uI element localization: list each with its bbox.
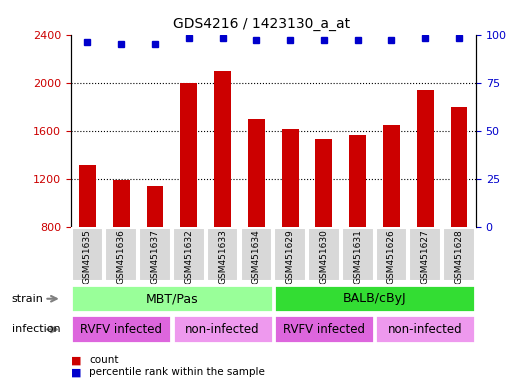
Bar	[72, 228, 104, 281]
Text: non-infected: non-infected	[185, 323, 260, 336]
Bar	[274, 285, 475, 313]
Text: GSM451631: GSM451631	[353, 229, 362, 284]
Text: BALB/cByJ: BALB/cByJ	[343, 292, 406, 305]
Bar	[376, 228, 407, 281]
Text: GSM451636: GSM451636	[117, 229, 126, 284]
Bar	[173, 228, 204, 281]
Text: GSM451633: GSM451633	[218, 229, 227, 284]
Bar	[443, 228, 475, 281]
Bar	[383, 124, 400, 227]
Text: strain: strain	[12, 294, 43, 304]
Text: GSM451627: GSM451627	[421, 229, 430, 283]
Text: percentile rank within the sample: percentile rank within the sample	[89, 367, 265, 377]
Bar	[248, 119, 265, 227]
Text: GSM451637: GSM451637	[151, 229, 160, 284]
Bar	[79, 166, 96, 227]
Text: ■: ■	[71, 355, 81, 365]
Bar	[207, 228, 238, 281]
Text: GSM451629: GSM451629	[286, 229, 294, 283]
Bar	[113, 180, 130, 227]
Bar	[106, 228, 137, 281]
Bar	[214, 71, 231, 227]
Text: GSM451626: GSM451626	[387, 229, 396, 283]
Bar	[410, 228, 441, 281]
Text: count: count	[89, 355, 118, 365]
Text: ■: ■	[71, 367, 81, 377]
Bar	[376, 316, 475, 343]
Bar	[180, 83, 197, 227]
Bar	[274, 316, 374, 343]
Text: RVFV infected: RVFV infected	[283, 323, 365, 336]
Text: infection: infection	[12, 324, 60, 334]
Text: GSM451635: GSM451635	[83, 229, 92, 284]
Bar	[274, 228, 306, 281]
Bar	[173, 316, 272, 343]
Bar	[241, 228, 272, 281]
Bar	[146, 186, 164, 227]
Bar	[417, 90, 434, 227]
Bar	[139, 228, 171, 281]
Bar	[282, 129, 299, 227]
Text: GSM451628: GSM451628	[454, 229, 463, 283]
Text: RVFV infected: RVFV infected	[80, 323, 162, 336]
Bar	[342, 228, 373, 281]
Text: GSM451632: GSM451632	[184, 229, 194, 283]
Bar	[315, 139, 333, 227]
Text: GSM451634: GSM451634	[252, 229, 261, 283]
Text: GSM451630: GSM451630	[320, 229, 328, 284]
Text: MBT/Pas: MBT/Pas	[145, 292, 198, 305]
Bar	[451, 107, 468, 227]
Bar	[71, 285, 272, 313]
Text: GDS4216 / 1423130_a_at: GDS4216 / 1423130_a_at	[173, 17, 350, 31]
Bar	[349, 136, 366, 227]
Bar	[71, 316, 171, 343]
Text: non-infected: non-infected	[388, 323, 462, 336]
Bar	[308, 228, 340, 281]
